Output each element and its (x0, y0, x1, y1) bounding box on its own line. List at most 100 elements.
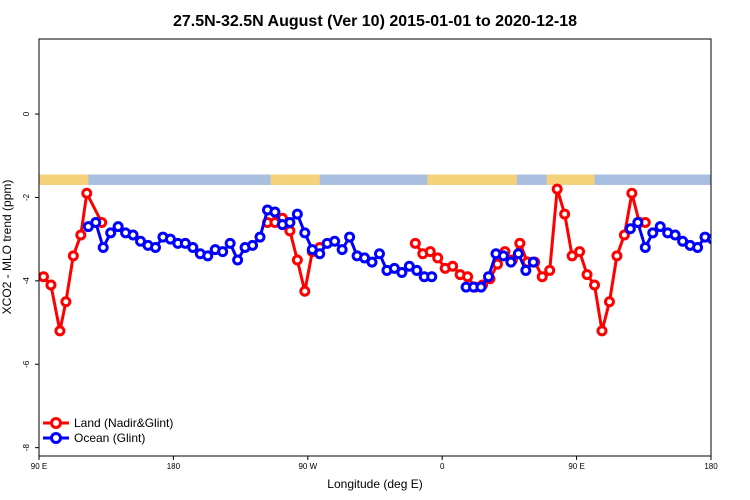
y-tick-label: -4 (22, 277, 31, 285)
data-point (45, 279, 57, 291)
data-point (544, 264, 556, 276)
data-point (475, 281, 487, 293)
data-point (514, 237, 526, 249)
x-tick-label: 90 E (568, 462, 584, 471)
data-point (247, 239, 259, 251)
data-point (284, 225, 296, 237)
data-point (424, 246, 436, 258)
data-point (291, 208, 303, 220)
data-point (299, 227, 311, 239)
data-point (411, 264, 423, 276)
data-point (127, 229, 139, 241)
series-layer (39, 183, 711, 337)
x-tick-label: 0 (440, 462, 445, 471)
land-ocean-band (39, 174, 711, 185)
data-point (254, 231, 266, 243)
data-point (574, 246, 586, 258)
data-point (581, 269, 593, 281)
data-point (611, 250, 623, 262)
data-point (596, 325, 608, 337)
land-band-segment (427, 174, 517, 185)
data-point (551, 183, 563, 195)
data-point (217, 246, 229, 258)
data-point (54, 325, 66, 337)
data-point (639, 242, 651, 253)
data-point (409, 237, 421, 249)
data-point (536, 271, 548, 283)
data-point (224, 237, 236, 249)
data-point (706, 233, 711, 245)
chart-title: 27.5N-32.5N August (Ver 10) 2015-01-01 t… (173, 13, 577, 30)
x-axis-label: Longitude (deg E) (327, 477, 422, 491)
data-point (559, 208, 571, 220)
legend-land-marker (50, 417, 62, 429)
data-point (284, 216, 296, 228)
data-point (105, 227, 117, 239)
y-tick-label: -6 (22, 360, 31, 368)
data-point (512, 248, 524, 260)
data-point (626, 187, 638, 199)
data-point (432, 252, 444, 264)
x-tick-label: 90 E (31, 462, 47, 471)
series-1 (82, 204, 711, 293)
x-tick-label: 180 (704, 462, 718, 471)
data-point (632, 216, 644, 228)
data-point (497, 250, 509, 262)
data-point (624, 223, 636, 235)
data-point (299, 285, 311, 297)
series-0 (39, 183, 651, 337)
data-point (654, 221, 666, 233)
y-axis: 0 -2 -4 -6 -8 (22, 111, 39, 451)
data-point (314, 248, 326, 260)
data-point (462, 271, 474, 283)
data-point (329, 235, 341, 247)
data-point (692, 242, 704, 253)
data-point (39, 271, 49, 283)
plot-area-frame (38, 38, 712, 457)
data-point (60, 296, 72, 308)
data-point (269, 206, 281, 218)
land-band-segment (39, 174, 89, 185)
data-point (669, 229, 681, 241)
data-point (373, 248, 385, 260)
data-point (344, 231, 356, 243)
data-point (75, 229, 87, 241)
data-point (202, 250, 214, 262)
legend-ocean-label: Ocean (Glint) (74, 431, 145, 445)
data-point (396, 267, 408, 279)
data-point (603, 296, 615, 308)
land-band-segment (546, 174, 595, 185)
data-point (520, 264, 532, 276)
data-point (232, 254, 244, 266)
legend-ocean-marker (50, 432, 62, 444)
data-point (67, 250, 79, 262)
data-point (187, 242, 199, 253)
y-tick-label: -2 (22, 193, 31, 201)
data-point (527, 256, 539, 268)
data-point (336, 244, 348, 256)
x-tick-label: 90 W (298, 462, 317, 471)
data-point (112, 221, 124, 233)
data-point (97, 242, 109, 253)
data-point (589, 279, 601, 291)
data-point (618, 229, 630, 241)
y-tick-label: -8 (22, 444, 31, 452)
y-axis-label: XCO2 - MLO trend (ppm) (0, 180, 14, 315)
series-line (42, 191, 104, 333)
data-point (647, 227, 659, 239)
data-point (81, 187, 93, 199)
y-tick-label: 0 (22, 111, 31, 116)
x-tick-label: 180 (167, 462, 181, 471)
legend-land-label: Land (Nadir&Glint) (74, 416, 173, 430)
data-point (90, 216, 102, 228)
data-point (149, 242, 161, 253)
data-point (447, 260, 459, 272)
x-axis: 90 E 180 90 W 0 90 E 180 (31, 456, 718, 471)
land-band-segment (270, 174, 320, 185)
data-point (366, 256, 378, 268)
data-point (505, 256, 517, 268)
data-point (426, 271, 438, 283)
data-point (291, 254, 303, 266)
data-point (482, 271, 494, 283)
